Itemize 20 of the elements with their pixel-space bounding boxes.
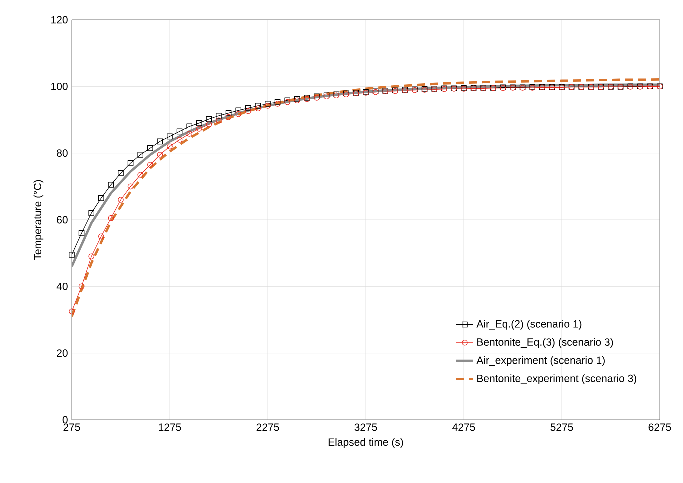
legend-label: Air_experiment (scenario 1) <box>476 356 605 366</box>
y-tick-label: 120 <box>52 16 68 24</box>
y-tick-label: 100 <box>52 82 68 90</box>
legend-label: Air_Eq.(2) (scenario 1) <box>476 320 582 330</box>
y-tick-label: 0 <box>62 416 68 424</box>
x-tick-label: 2275 <box>256 424 280 432</box>
x-tick-label: 4275 <box>452 424 476 432</box>
x-tick-label: 6275 <box>648 424 672 432</box>
x-tick-label: 1275 <box>159 424 182 432</box>
x-tick-label: 5275 <box>550 424 574 432</box>
legend-label: Bentonite_experiment (scenario 3) <box>478 374 636 384</box>
x-tick-label: 275 <box>64 424 80 432</box>
y-tick-label: 20 <box>57 350 68 358</box>
legend-label: Bentonite_Eq.(3) (scenario 3) <box>478 338 614 348</box>
y-tick-label: 80 <box>57 150 68 158</box>
x-tick-label: 3275 <box>354 424 378 432</box>
y-tick-label: 40 <box>56 282 68 290</box>
y-axis-title: Temperature (°C) <box>34 180 44 260</box>
x-axis-title: Elapsed time (s) <box>328 438 404 448</box>
y-tick-label: 60 <box>57 216 68 224</box>
